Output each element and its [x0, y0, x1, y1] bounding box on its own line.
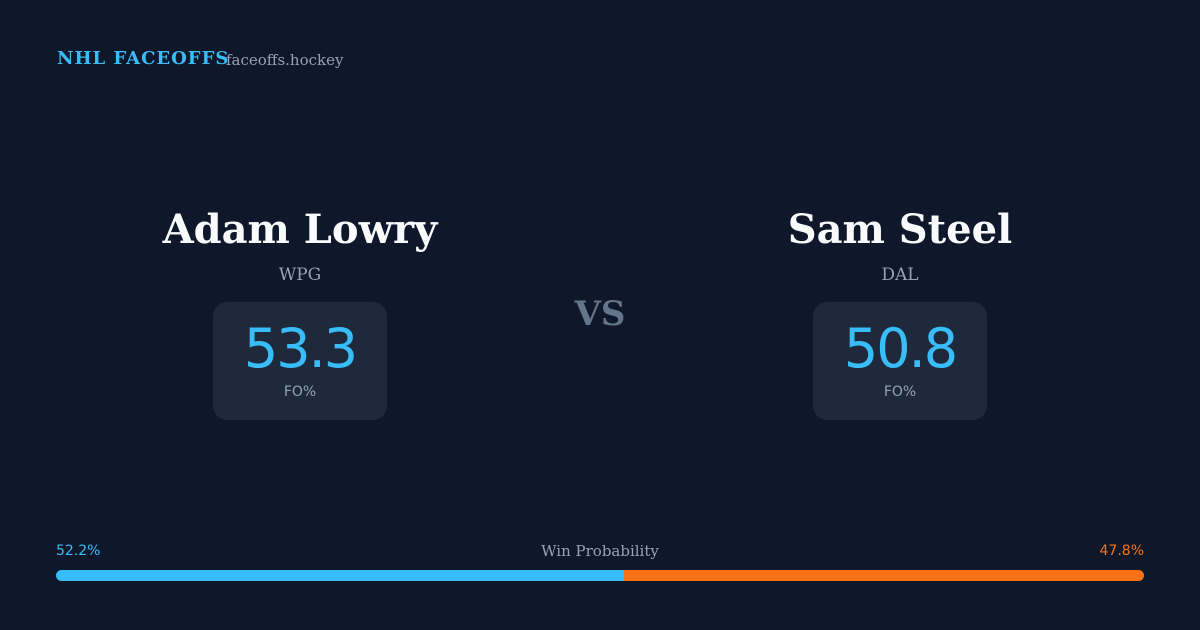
win-prob-bar	[56, 570, 1144, 581]
brand: NHL FACEOFFS	[57, 48, 230, 69]
win-pct: 52.2%	[56, 543, 101, 559]
win-prob-label: Win Probability	[541, 542, 659, 560]
stat-label: FO%	[883, 384, 917, 400]
versus: VS	[574, 294, 626, 334]
win-prob-segment	[56, 570, 624, 581]
team: WPG	[278, 265, 322, 285]
stat-label: FO%	[283, 384, 317, 400]
stat-value: 53.3	[243, 317, 358, 380]
player-name: Adam Lowry	[162, 206, 438, 253]
stat-box: 50.8 FO%	[813, 302, 987, 420]
win-pct: 47.8%	[1099, 543, 1144, 559]
team: DAL	[881, 265, 919, 285]
player-card: Sam Steel DAL 50.8 FO%	[700, 200, 1100, 420]
site-url: faceoffs.hockey	[226, 51, 344, 69]
stat-box: 53.3 FO%	[213, 302, 387, 420]
stat-value: 50.8	[843, 317, 958, 380]
win-prob-segment	[623, 570, 1144, 581]
player-name: Sam Steel	[787, 206, 1013, 253]
player-card: Adam Lowry WPG 53.3 FO%	[100, 200, 500, 420]
